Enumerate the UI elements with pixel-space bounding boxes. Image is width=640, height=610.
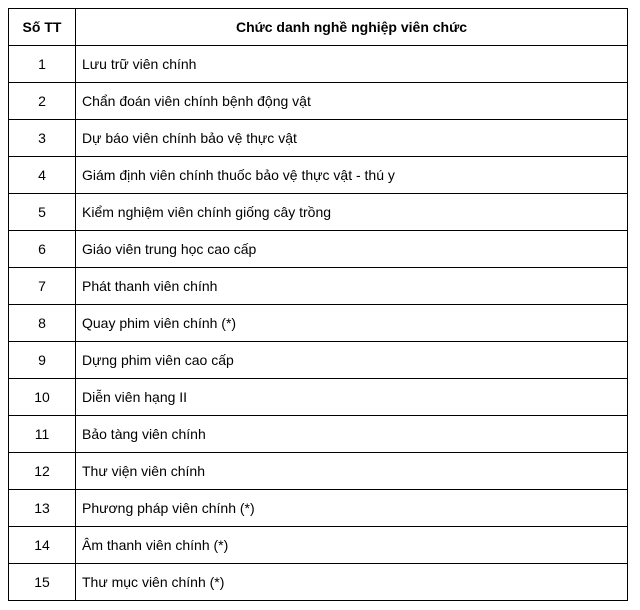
- table-row: 1Lưu trữ viên chính: [9, 46, 628, 83]
- row-title: Phương pháp viên chính (*): [76, 490, 628, 527]
- row-title: Thư viện viên chính: [76, 453, 628, 490]
- row-title: Bảo tàng viên chính: [76, 416, 628, 453]
- table-row: 6Giáo viên trung học cao cấp: [9, 231, 628, 268]
- table-row: 11Bảo tàng viên chính: [9, 416, 628, 453]
- row-index: 3: [9, 120, 76, 157]
- row-index: 6: [9, 231, 76, 268]
- row-index: 2: [9, 83, 76, 120]
- table-row: 14Âm thanh viên chính (*): [9, 527, 628, 564]
- table-row: 3Dự báo viên chính bảo vệ thực vật: [9, 120, 628, 157]
- table-row: 9Dựng phim viên cao cấp: [9, 342, 628, 379]
- row-index: 8: [9, 305, 76, 342]
- table-row: 15Thư mục viên chính (*): [9, 564, 628, 601]
- row-index: 10: [9, 379, 76, 416]
- row-index: 14: [9, 527, 76, 564]
- job-titles-table: Số TT Chức danh nghề nghiệp viên chức 1L…: [8, 8, 628, 601]
- row-title: Kiểm nghiệm viên chính giống cây trồng: [76, 194, 628, 231]
- row-title: Âm thanh viên chính (*): [76, 527, 628, 564]
- header-title: Chức danh nghề nghiệp viên chức: [76, 9, 628, 46]
- table-row: 10Diễn viên hạng II: [9, 379, 628, 416]
- row-title: Quay phim viên chính (*): [76, 305, 628, 342]
- row-index: 5: [9, 194, 76, 231]
- row-index: 4: [9, 157, 76, 194]
- header-index: Số TT: [9, 9, 76, 46]
- row-title: Diễn viên hạng II: [76, 379, 628, 416]
- row-title: Chẩn đoán viên chính bệnh động vật: [76, 83, 628, 120]
- table-row: 2Chẩn đoán viên chính bệnh động vật: [9, 83, 628, 120]
- row-title: Phát thanh viên chính: [76, 268, 628, 305]
- table-row: 7Phát thanh viên chính: [9, 268, 628, 305]
- table-row: 12Thư viện viên chính: [9, 453, 628, 490]
- row-index: 1: [9, 46, 76, 83]
- table-header-row: Số TT Chức danh nghề nghiệp viên chức: [9, 9, 628, 46]
- row-title: Giáo viên trung học cao cấp: [76, 231, 628, 268]
- row-index: 13: [9, 490, 76, 527]
- row-index: 7: [9, 268, 76, 305]
- row-title: Dựng phim viên cao cấp: [76, 342, 628, 379]
- table-row: 4Giám định viên chính thuốc bảo vệ thực …: [9, 157, 628, 194]
- row-index: 12: [9, 453, 76, 490]
- row-index: 9: [9, 342, 76, 379]
- row-title: Thư mục viên chính (*): [76, 564, 628, 601]
- table-row: 13Phương pháp viên chính (*): [9, 490, 628, 527]
- row-index: 15: [9, 564, 76, 601]
- row-title: Dự báo viên chính bảo vệ thực vật: [76, 120, 628, 157]
- row-index: 11: [9, 416, 76, 453]
- row-title: Giám định viên chính thuốc bảo vệ thực v…: [76, 157, 628, 194]
- table-row: 8Quay phim viên chính (*): [9, 305, 628, 342]
- row-title: Lưu trữ viên chính: [76, 46, 628, 83]
- table-row: 5Kiểm nghiệm viên chính giống cây trồng: [9, 194, 628, 231]
